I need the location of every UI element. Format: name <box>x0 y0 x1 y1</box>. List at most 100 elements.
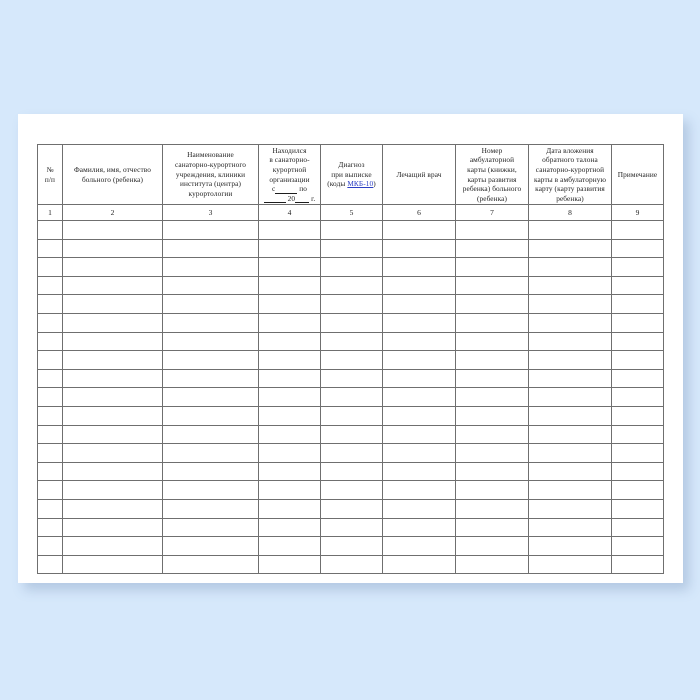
table-cell[interactable] <box>62 387 163 407</box>
table-cell[interactable] <box>320 331 383 352</box>
table-cell[interactable] <box>258 238 321 259</box>
table-cell[interactable] <box>258 424 321 445</box>
table-cell[interactable] <box>528 331 612 352</box>
table-cell[interactable] <box>162 405 259 426</box>
table-cell[interactable] <box>162 387 259 407</box>
table-cell[interactable] <box>382 480 456 500</box>
table-cell[interactable] <box>611 498 664 519</box>
table-cell[interactable] <box>528 461 612 482</box>
table-cell[interactable] <box>320 480 383 500</box>
table-cell[interactable] <box>611 405 664 426</box>
table-row[interactable] <box>37 350 664 370</box>
table-cell[interactable] <box>455 480 529 500</box>
table-cell[interactable] <box>320 312 383 333</box>
table-cell[interactable] <box>162 257 259 277</box>
table-cell[interactable] <box>611 480 664 500</box>
table-cell[interactable] <box>611 220 664 240</box>
table-cell[interactable] <box>455 424 529 445</box>
table-cell[interactable] <box>258 536 321 556</box>
table-cell[interactable] <box>37 368 63 389</box>
table-cell[interactable] <box>162 536 259 556</box>
table-row[interactable] <box>37 368 664 389</box>
table-cell[interactable] <box>382 554 456 575</box>
table-cell[interactable] <box>37 238 63 259</box>
table-cell[interactable] <box>528 517 612 538</box>
table-cell[interactable] <box>62 424 163 445</box>
table-cell[interactable] <box>162 554 259 575</box>
table-cell[interactable] <box>382 312 456 333</box>
table-cell[interactable] <box>37 331 63 352</box>
table-cell[interactable] <box>611 238 664 259</box>
table-cell[interactable] <box>258 461 321 482</box>
table-cell[interactable] <box>162 368 259 389</box>
table-cell[interactable] <box>382 220 456 240</box>
table-cell[interactable] <box>611 368 664 389</box>
table-cell[interactable] <box>528 257 612 277</box>
table-cell[interactable] <box>455 517 529 538</box>
table-cell[interactable] <box>62 220 163 240</box>
table-row[interactable] <box>37 498 664 519</box>
table-row[interactable] <box>37 275 664 296</box>
table-cell[interactable] <box>382 275 456 296</box>
table-cell[interactable] <box>162 461 259 482</box>
table-cell[interactable] <box>37 424 63 445</box>
table-cell[interactable] <box>528 443 612 463</box>
table-cell[interactable] <box>62 443 163 463</box>
table-cell[interactable] <box>258 312 321 333</box>
table-row[interactable] <box>37 536 664 556</box>
table-cell[interactable] <box>611 331 664 352</box>
table-cell[interactable] <box>37 294 63 314</box>
table-cell[interactable] <box>528 275 612 296</box>
table-row[interactable] <box>37 517 664 538</box>
table-cell[interactable] <box>320 461 383 482</box>
table-row[interactable] <box>37 554 664 575</box>
table-cell[interactable] <box>528 350 612 370</box>
table-cell[interactable] <box>258 294 321 314</box>
table-cell[interactable] <box>528 536 612 556</box>
table-cell[interactable] <box>455 275 529 296</box>
table-cell[interactable] <box>320 424 383 445</box>
table-row[interactable] <box>37 461 664 482</box>
table-cell[interactable] <box>455 331 529 352</box>
table-cell[interactable] <box>258 443 321 463</box>
table-cell[interactable] <box>382 238 456 259</box>
table-cell[interactable] <box>62 312 163 333</box>
table-cell[interactable] <box>611 461 664 482</box>
table-cell[interactable] <box>382 350 456 370</box>
table-cell[interactable] <box>382 257 456 277</box>
table-cell[interactable] <box>528 498 612 519</box>
table-cell[interactable] <box>37 275 63 296</box>
table-cell[interactable] <box>37 517 63 538</box>
table-cell[interactable] <box>162 443 259 463</box>
table-cell[interactable] <box>382 498 456 519</box>
table-cell[interactable] <box>455 238 529 259</box>
table-cell[interactable] <box>62 368 163 389</box>
table-cell[interactable] <box>62 480 163 500</box>
table-cell[interactable] <box>320 275 383 296</box>
table-cell[interactable] <box>258 480 321 500</box>
table-row[interactable] <box>37 331 664 352</box>
table-cell[interactable] <box>320 405 383 426</box>
table-cell[interactable] <box>37 387 63 407</box>
table-cell[interactable] <box>37 480 63 500</box>
table-cell[interactable] <box>455 443 529 463</box>
table-cell[interactable] <box>62 275 163 296</box>
table-cell[interactable] <box>37 498 63 519</box>
table-cell[interactable] <box>528 405 612 426</box>
table-cell[interactable] <box>611 294 664 314</box>
table-cell[interactable] <box>611 554 664 575</box>
table-cell[interactable] <box>455 387 529 407</box>
table-cell[interactable] <box>382 405 456 426</box>
table-cell[interactable] <box>528 424 612 445</box>
table-cell[interactable] <box>382 443 456 463</box>
table-cell[interactable] <box>320 536 383 556</box>
table-cell[interactable] <box>320 294 383 314</box>
table-cell[interactable] <box>62 294 163 314</box>
table-cell[interactable] <box>320 443 383 463</box>
table-cell[interactable] <box>320 498 383 519</box>
table-cell[interactable] <box>455 498 529 519</box>
table-cell[interactable] <box>258 220 321 240</box>
table-cell[interactable] <box>320 554 383 575</box>
table-cell[interactable] <box>611 443 664 463</box>
table-cell[interactable] <box>62 257 163 277</box>
